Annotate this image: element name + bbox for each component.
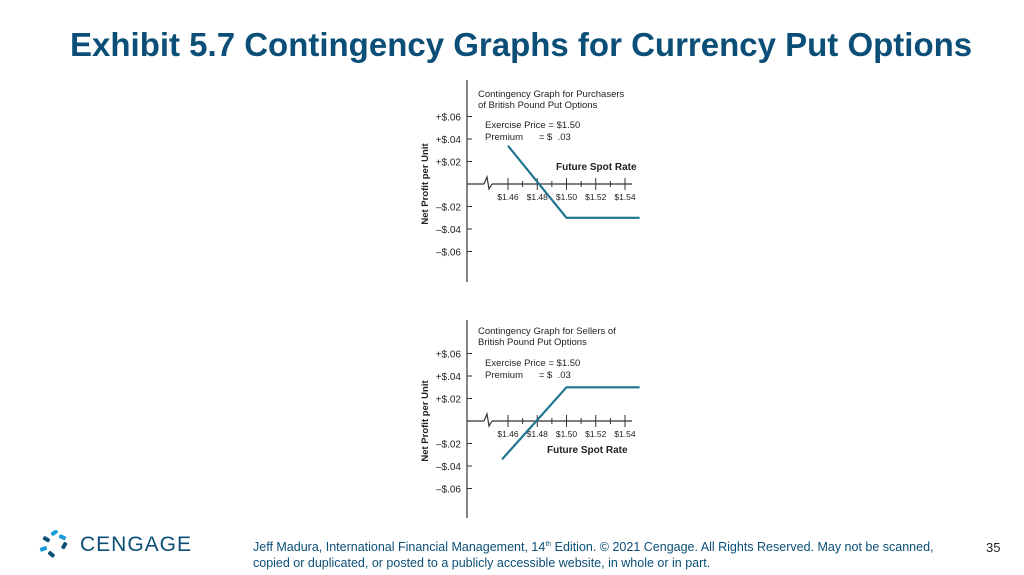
chart-title-line: of British Pound Put Options <box>478 100 598 111</box>
exercise-price-label: Exercise Price = $1.50 <box>485 358 580 369</box>
x-axis-label: Future Spot Rate <box>556 162 637 173</box>
citation-text-start: Jeff Madura, International Financial Man… <box>253 540 546 555</box>
y-tick-label: +$.06 <box>436 113 462 124</box>
x-axis-break <box>483 411 493 428</box>
x-axis-label: Future Spot Rate <box>547 445 628 456</box>
x-tick-label: $1.52 <box>585 192 607 202</box>
y-tick-label: +$.02 <box>436 395 462 406</box>
chart-title-line: British Pound Put Options <box>478 337 587 348</box>
x-tick-label: $1.46 <box>497 192 519 202</box>
x-tick-label: $1.54 <box>614 429 636 439</box>
slide-title: Exhibit 5.7 Contingency Graphs for Curre… <box>70 26 973 63</box>
x-tick-label: $1.48 <box>527 192 549 202</box>
cengage-logo: CENGAGE <box>38 530 192 560</box>
chart-panel-1: +$.06 +$.04 +$.02 –$.02 –$.04 –$.06 $1.46 $1.48… <box>420 80 640 282</box>
chart-title-line: Contingency Graph for Sellers of <box>478 326 616 337</box>
footer-citation: Jeff Madura, International Financial Man… <box>253 537 963 571</box>
x-tick-label: $1.54 <box>614 192 636 202</box>
y-tick-label: +$.02 <box>436 158 462 169</box>
y-tick-label: –$.04 <box>436 225 461 236</box>
premium-label: Premium = $ .03 <box>485 132 571 143</box>
payoff-line <box>507 145 640 219</box>
y-axis-label: Net Profit per Unit <box>420 380 431 462</box>
x-tick-label: $1.50 <box>556 429 578 439</box>
citation-text-end: Edition. © 2021 Cengage. All Rights Rese… <box>253 540 934 571</box>
y-tick-label: +$.04 <box>436 135 462 146</box>
y-tick-label: +$.06 <box>436 350 462 361</box>
y-tick-label: –$.06 <box>436 485 461 496</box>
y-tick-label: –$.04 <box>436 462 461 473</box>
y-tick-label: –$.02 <box>436 203 461 214</box>
page-number: 35 <box>986 540 1001 555</box>
x-tick-label: $1.52 <box>585 429 607 439</box>
y-tick-label: –$.02 <box>436 440 461 451</box>
y-tick-label: +$.04 <box>436 372 462 383</box>
chart-title-line: Contingency Graph for Purchasers <box>478 89 625 100</box>
payoff-line <box>501 386 640 461</box>
premium-label: Premium = $ .03 <box>485 370 571 381</box>
chart-panel-2: +$.06 +$.04 +$.02 –$.02 –$.04 –$.06 $1.46 $1.48… <box>420 320 640 518</box>
x-axis-break <box>483 174 493 191</box>
x-tick-label: $1.50 <box>556 192 578 202</box>
y-tick-label: –$.06 <box>436 248 461 259</box>
x-tick-label: $1.48 <box>527 429 549 439</box>
y-axis-label: Net Profit per Unit <box>420 143 431 225</box>
x-tick-label: $1.46 <box>497 429 519 439</box>
citation-superscript: th <box>545 541 552 548</box>
exercise-price-label: Exercise Price = $1.50 <box>485 120 580 131</box>
cengage-logo-icon <box>39 530 68 558</box>
logo-wordmark: CENGAGE <box>80 533 193 556</box>
